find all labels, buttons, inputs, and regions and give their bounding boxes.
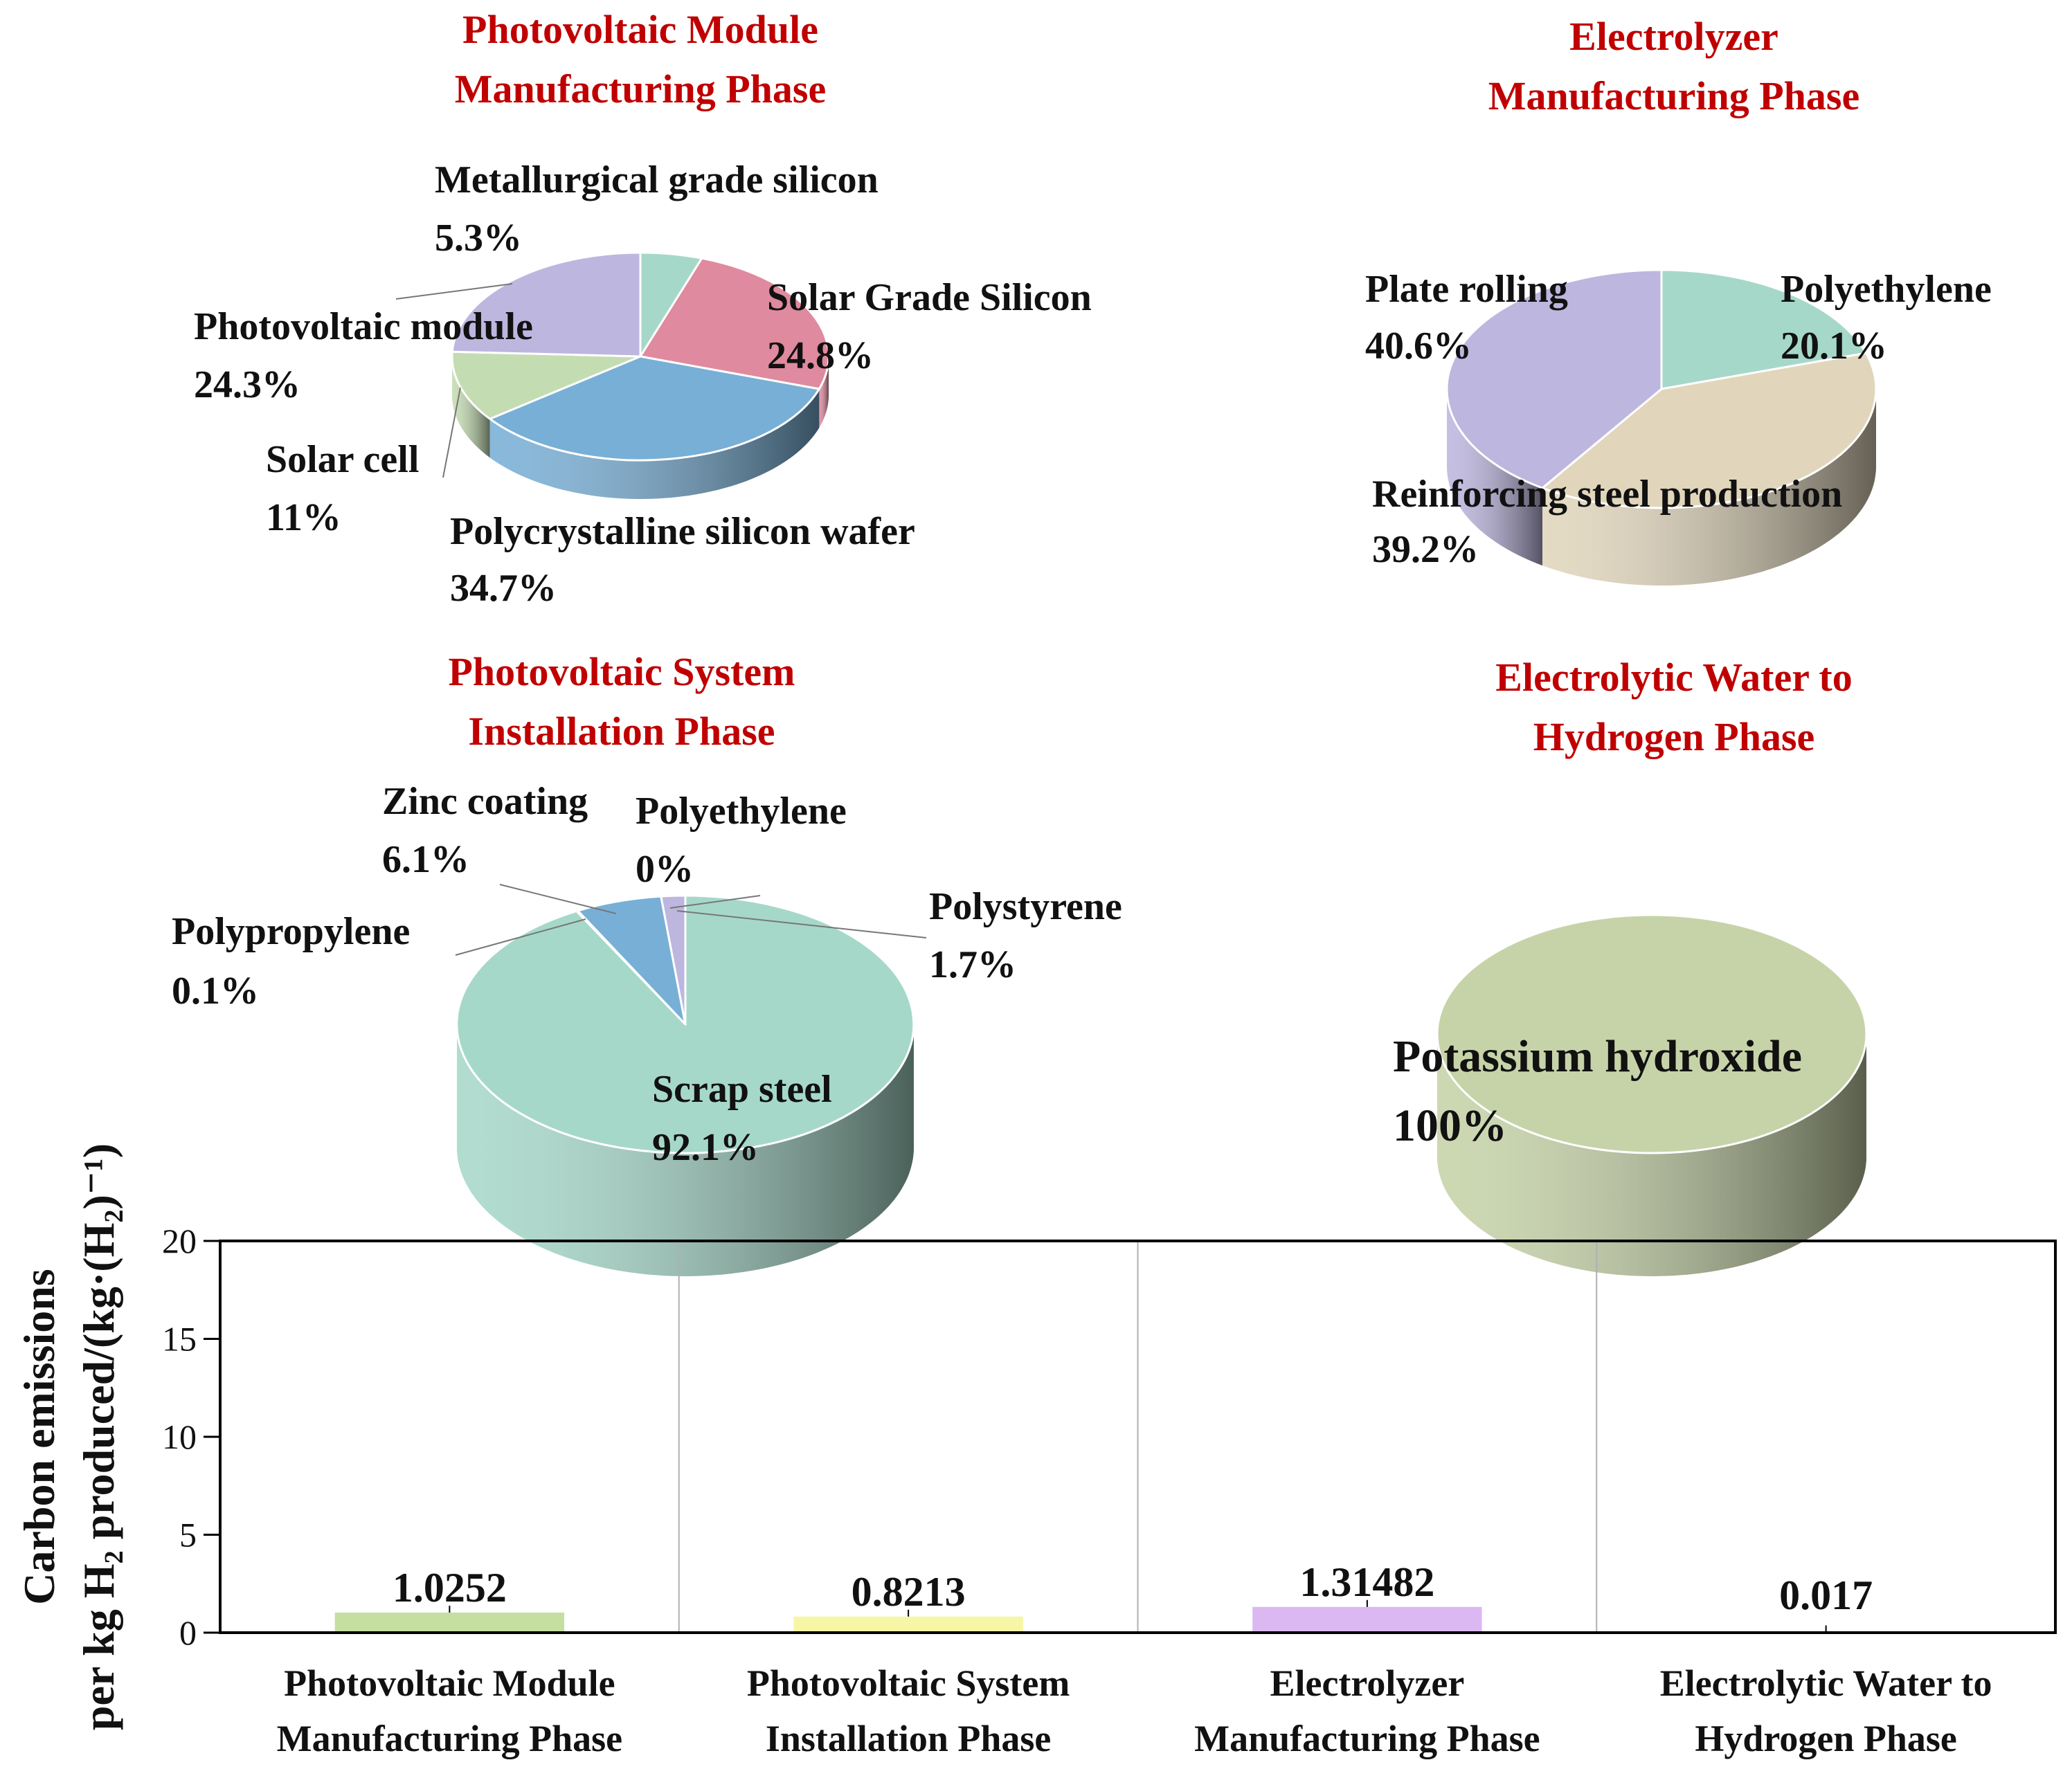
slice-pct: 0%	[636, 848, 694, 891]
pie-pv-system: Photovoltaic System Installation Phase S…	[172, 649, 1122, 1276]
slice-pct: 6.1%	[382, 838, 469, 881]
pie-slice-zinc-coating	[577, 895, 687, 1026]
y-tick-label: 0	[179, 1613, 197, 1652]
slice-label: Polypropylene	[172, 910, 410, 953]
slice-pct: 0.1%	[172, 970, 259, 1013]
slice-label: Polyethylene	[1781, 268, 1992, 311]
slice-label: Solar Grade Silicon	[767, 276, 1092, 319]
slice-pct: 39.2%	[1372, 528, 1479, 571]
slice-pct: 1.7%	[929, 943, 1016, 986]
bar-value-label: 1.31482	[1299, 1559, 1434, 1605]
y-axis-label-line2: per kg H₂ produced/(kg·(H₂)⁻¹)	[74, 1143, 123, 1730]
pie-electrolyzer-title-line2: Manufacturing Phase	[1488, 73, 1860, 118]
pie-pv-module-slices	[451, 251, 830, 499]
slice-pct: 92.1%	[652, 1126, 759, 1169]
bar-value-label: 0.017	[1779, 1572, 1873, 1618]
slice-label: Zinc coating	[382, 780, 588, 823]
pie-slice-potassium-hydroxide	[1436, 914, 1868, 1154]
pie-slice-plate-rolling	[1445, 269, 1663, 489]
pie-slice-polystyrene	[660, 894, 687, 1026]
leader-line	[499, 884, 617, 914]
bar-value-label: 1.0252	[393, 1565, 507, 1611]
pie-slice-polyethylene	[1660, 269, 1867, 390]
leader-line	[669, 895, 761, 909]
pie-electrolyzer-slices	[1445, 269, 1877, 586]
leader-line	[442, 387, 461, 478]
slice-label: Plate rolling	[1365, 268, 1568, 311]
pie-pv-module-title-line1: Photovoltaic Module	[462, 7, 818, 52]
slice-label: Polycrystalline silicon wafer	[450, 510, 915, 553]
slice-label: Polystyrene	[929, 885, 1122, 928]
pie-electrolytic-water: Electrolytic Water to Hydrogen Phase Pot…	[1393, 655, 1868, 1276]
slice-pct: 24.3%	[194, 363, 300, 406]
slice-label: Reinforcing steel production	[1372, 473, 1842, 516]
slice-pct: 100%	[1393, 1100, 1507, 1151]
pie-slice-photovoltaic-module	[451, 251, 642, 358]
bar-chart: 0 5 10 15 20 1.0252 Photovoltaic Module Manufac…	[15, 1143, 2057, 1759]
pie-electrolytic-water-title-line1: Electrolytic Water to	[1495, 655, 1852, 700]
x-category-label: Installation Phase	[766, 1718, 1052, 1759]
slice-pct: 24.8%	[767, 334, 874, 377]
plot-frame	[219, 1240, 2057, 1634]
pie-electrolytic-water-title-line2: Hydrogen Phase	[1533, 714, 1815, 759]
x-category-label: Electrolyzer	[1270, 1662, 1464, 1704]
leader-line	[676, 910, 927, 938]
y-tick-label: 5	[179, 1516, 197, 1554]
slice-label: Polyethylene	[636, 790, 847, 833]
bar-photovoltaic-system-installation-phase	[793, 1616, 1023, 1633]
x-category-label: Manufacturing Phase	[277, 1718, 623, 1759]
bar-electrolyzer-manufacturing-phase	[1252, 1606, 1482, 1633]
pie-slice-reinforcing-steel-production	[1541, 352, 1877, 509]
slice-label: Photovoltaic module	[194, 305, 533, 348]
slice-pct: 40.6%	[1365, 325, 1472, 368]
y-tick-label: 10	[162, 1417, 197, 1456]
slice-pct: 5.3%	[435, 217, 522, 260]
slice-pct: 20.1%	[1781, 325, 1887, 368]
slice-label: Scrap steel	[652, 1068, 832, 1111]
pie-electrolyzer: Electrolyzer Manufacturing Phase Polyeth…	[1365, 14, 1992, 586]
pie-side-shade	[1542, 389, 1876, 586]
slice-label: Metallurgical grade silicon	[435, 158, 879, 201]
y-tick-label: 15	[162, 1320, 197, 1359]
x-category-label: Electrolytic Water to	[1660, 1662, 1992, 1704]
y-axis-label-line1: Carbon emissions	[15, 1269, 64, 1604]
pie-pv-system-title-line1: Photovoltaic System	[449, 649, 795, 694]
leader-line	[455, 918, 586, 956]
x-category-label: Hydrogen Phase	[1695, 1718, 1957, 1759]
pie-slice-polycrystalline-silicon-wafer	[489, 355, 820, 462]
pie-side-shade	[1437, 1034, 1866, 1276]
pie-side-shade	[1447, 389, 1542, 566]
x-category-label: Photovoltaic Module	[284, 1662, 615, 1704]
x-category-label: Manufacturing Phase	[1194, 1718, 1540, 1759]
pie-electrolytic-water-slices	[1436, 914, 1868, 1276]
pie-pv-module-title-line2: Manufacturing Phase	[455, 66, 827, 111]
pie-side-shade	[489, 389, 820, 499]
leader-line	[395, 283, 513, 300]
pie-pv-module: Photovoltaic Module Manufacturing Phase …	[194, 7, 1092, 610]
pie-electrolyzer-title-line1: Electrolyzer	[1569, 14, 1778, 59]
bar-chart-marks: 0 5 10 15 20 1.0252 Photovoltaic Module Manufac…	[162, 1222, 1992, 1759]
pie-slice-solar-grade-silicon	[639, 257, 830, 390]
pie-side-shade	[452, 356, 490, 458]
bar-value-label: 0.8213	[852, 1569, 966, 1615]
slice-pct: 11%	[266, 496, 341, 539]
pie-pv-system-slices	[456, 894, 915, 1276]
pie-slice-solar-cell	[451, 350, 642, 420]
slice-label: Solar cell	[266, 438, 419, 481]
y-axis-label: Carbon emissions per kg H₂ produced/(kg·…	[15, 1143, 123, 1730]
bar-photovoltaic-module-manufacturing-phase	[334, 1612, 565, 1633]
pie-pv-system-title-line2: Installation Phase	[468, 709, 775, 754]
y-tick-label: 20	[162, 1222, 197, 1260]
x-category-label: Photovoltaic System	[747, 1662, 1070, 1704]
slice-pct: 34.7%	[450, 567, 557, 610]
pie-side-shade	[457, 1024, 914, 1276]
slice-label: Potassium hydroxide	[1393, 1031, 1802, 1082]
